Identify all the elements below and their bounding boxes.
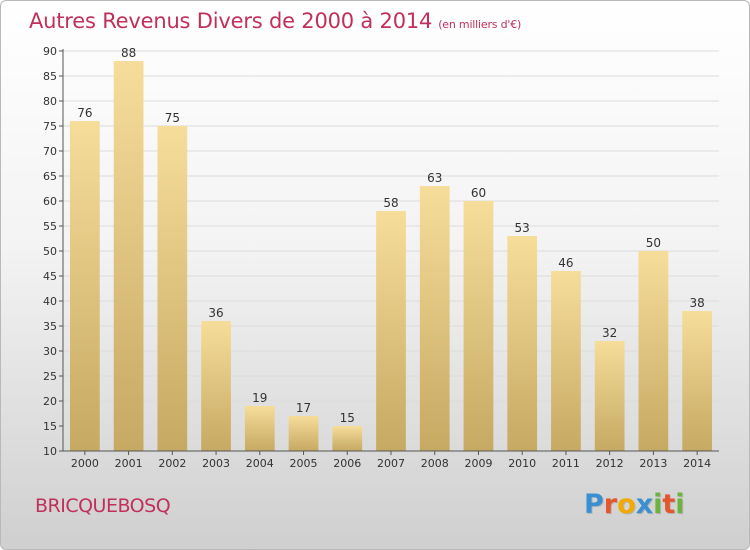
y-tick-label: 20: [43, 395, 57, 408]
data-label: 32: [602, 326, 617, 340]
bar: [463, 201, 494, 451]
x-tick-label: 2012: [596, 457, 624, 470]
bar: [332, 426, 363, 451]
y-tick-label: 65: [43, 170, 57, 183]
y-tick-label: 15: [43, 420, 57, 433]
bar: [201, 321, 231, 451]
bar: [682, 311, 713, 451]
x-tick-label: 2001: [115, 457, 143, 470]
data-label: 53: [515, 221, 530, 235]
y-tick-label: 35: [43, 320, 57, 333]
data-label: 19: [252, 391, 267, 405]
logo-letter: r: [603, 489, 618, 520]
y-tick-label: 85: [43, 70, 57, 83]
y-tick-label: 25: [43, 370, 57, 383]
chart-title: Autres Revenus Divers de 2000 à 2014 (en …: [29, 9, 521, 33]
y-tick-label: 90: [43, 45, 57, 58]
y-tick-label: 55: [43, 220, 57, 233]
data-label: 17: [296, 401, 311, 415]
data-label: 60: [471, 186, 486, 200]
x-tick-label: 2003: [202, 457, 230, 470]
logo-letter: x: [635, 489, 654, 520]
y-tick-label: 30: [43, 345, 57, 358]
logo-letter: o: [617, 489, 636, 520]
x-tick-label: 2005: [290, 457, 318, 470]
proxiti-logo: Proxiti: [584, 489, 685, 520]
logo-letter: i: [675, 489, 685, 520]
town-name: BRICQUEBOSQ: [35, 495, 171, 517]
bar: [288, 416, 319, 451]
x-tick-label: 2007: [377, 457, 405, 470]
logo-letter: i: [653, 489, 663, 520]
x-tick-label: 2009: [464, 457, 492, 470]
x-tick-label: 2014: [683, 457, 711, 470]
bar: [113, 61, 144, 451]
bar: [157, 126, 188, 451]
data-label: 15: [340, 411, 355, 425]
logo-letter: P: [584, 489, 604, 520]
chart-title-text: Autres Revenus Divers de 2000 à 2014: [29, 9, 433, 33]
y-tick-label: 50: [43, 245, 57, 258]
y-tick-label: 60: [43, 195, 57, 208]
bar: [638, 251, 669, 451]
data-label: 58: [383, 196, 398, 210]
x-tick-label: 2011: [552, 457, 580, 470]
axis-layer: 10 15 20 25 30 35 40 45 50 55 60 65 70 75 80 85 90 2000 20…: [43, 45, 719, 470]
data-label: 50: [646, 236, 661, 250]
y-tick-label: 10: [43, 445, 57, 458]
x-tick-label: 2000: [71, 457, 99, 470]
data-label: 36: [208, 306, 223, 320]
data-label: 88: [121, 46, 136, 60]
data-label: 46: [558, 256, 573, 270]
bar: [69, 121, 100, 451]
x-tick-label: 2013: [639, 457, 667, 470]
bar: [419, 186, 450, 451]
y-tick-label: 40: [43, 295, 57, 308]
bar: [594, 341, 625, 451]
logo-letter: t: [662, 489, 676, 520]
chart-unit: (en milliers d'€): [438, 18, 522, 31]
y-tick-label: 45: [43, 270, 57, 283]
y-tick-label: 75: [43, 120, 57, 133]
bar: [244, 406, 275, 451]
bar: [507, 236, 538, 451]
y-tick-label: 70: [43, 145, 57, 158]
bar-layer: 76 88 75 36 19 17 15 58 63 60 53 46 32 50 38: [69, 46, 713, 451]
data-label: 38: [689, 296, 704, 310]
data-label: 76: [77, 106, 92, 120]
x-tick-label: 2004: [246, 457, 274, 470]
x-tick-label: 2002: [158, 457, 186, 470]
bar: [376, 211, 406, 451]
data-label: 63: [427, 171, 442, 185]
data-label: 75: [165, 111, 180, 125]
bar: [551, 271, 581, 451]
y-tick-label: 80: [43, 95, 57, 108]
x-tick-label: 2010: [508, 457, 536, 470]
x-tick-label: 2006: [333, 457, 361, 470]
x-tick-label: 2008: [421, 457, 449, 470]
